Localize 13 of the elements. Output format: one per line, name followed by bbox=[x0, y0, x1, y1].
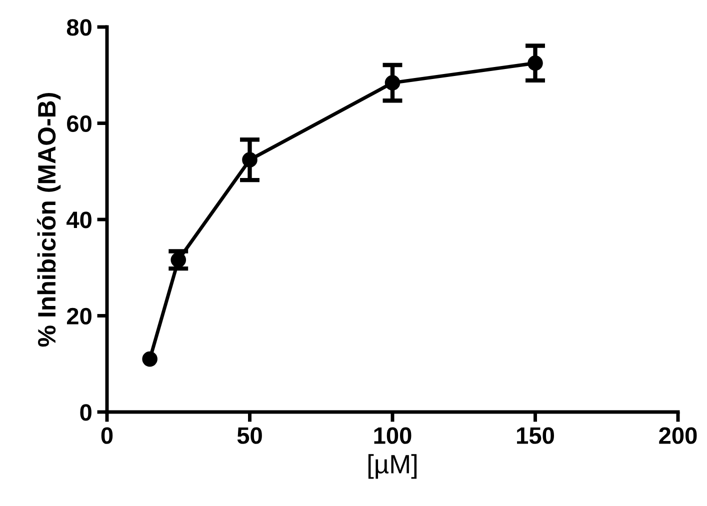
y-tick-label: 80 bbox=[66, 19, 92, 36]
y-tick-label: 0 bbox=[80, 404, 92, 421]
x-tick-label: 100 bbox=[374, 427, 412, 444]
x-tick-label: 50 bbox=[237, 427, 262, 444]
x-tick-label: 200 bbox=[659, 427, 697, 444]
x-tick-label: 0 bbox=[101, 427, 113, 444]
y-tick-label: 40 bbox=[66, 212, 92, 228]
y-tick-label: 60 bbox=[67, 115, 92, 132]
x-axis-title: [µM] bbox=[368, 454, 417, 479]
y-axis-title: % Inhibición (MAO-B) bbox=[37, 92, 61, 347]
y-tick-label: 20 bbox=[66, 308, 92, 325]
x-tick-label: 150 bbox=[517, 427, 554, 444]
point bbox=[142, 351, 158, 367]
